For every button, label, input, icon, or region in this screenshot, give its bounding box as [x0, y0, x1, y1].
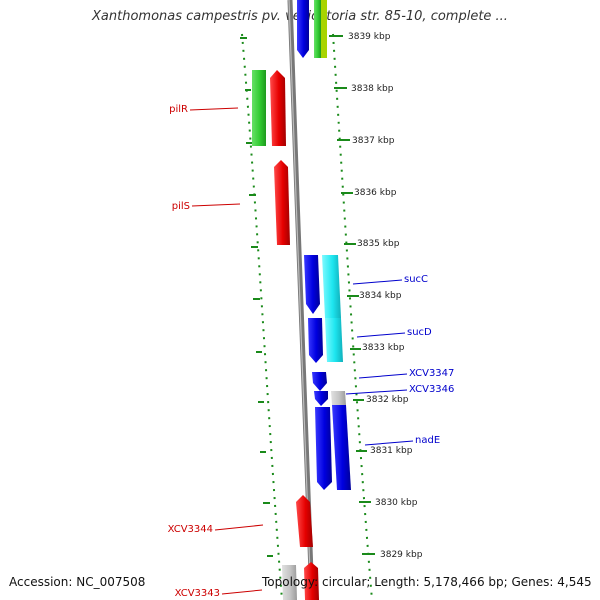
ruler-label: 3831 kbp	[370, 446, 413, 456]
gene-arrow	[282, 565, 297, 600]
gene-arrow	[331, 391, 346, 405]
gene-arrow	[270, 70, 286, 146]
ruler-label: 3836 kbp	[354, 188, 397, 198]
gene-label-XCV3344: XCV3344	[168, 524, 213, 535]
gene-label-XCV3343: XCV3343	[175, 588, 220, 599]
gene-arrow	[296, 495, 313, 547]
gene-arrow	[304, 255, 320, 314]
gene-arrow	[322, 255, 341, 318]
gene-leader-lines	[189, 107, 414, 595]
gene-label-pilS: pilS	[172, 201, 190, 212]
ruler-label: 3829 kbp	[380, 550, 423, 560]
genome-summary-text: Topology: circular; Length: 5,178,466 bp…	[262, 575, 592, 589]
gene-labels: pilR pilS sucC sucD XCV3347 XCV3346 nadE…	[168, 104, 455, 599]
gene-arrow	[314, 391, 328, 406]
ruler-label: 3838 kbp	[351, 84, 394, 94]
accession-text: Accession: NC_007508	[9, 575, 146, 589]
ruler-label: 3837 kbp	[352, 136, 395, 146]
gene-arrow	[312, 372, 327, 391]
ruler-label: 3833 kbp	[362, 343, 405, 353]
ruler-ticks	[240, 35, 375, 557]
gene-arrow	[325, 318, 343, 362]
gene-arrow	[297, 0, 309, 58]
ruler-label: 3834 kbp	[359, 291, 402, 301]
gene-arrow	[304, 562, 319, 600]
gene-arrow	[315, 407, 332, 490]
gene-label-sucC: sucC	[404, 274, 428, 285]
ruler-label: 3835 kbp	[357, 239, 400, 249]
gene-features	[252, 0, 351, 600]
gene-arrow	[314, 0, 321, 58]
ruler-labels: 3839 kbp 3838 kbp 3837 kbp 3836 kbp 3835…	[348, 32, 423, 560]
ruler-label: 3830 kbp	[375, 498, 418, 508]
gene-arrow	[308, 318, 323, 363]
gene-arrow	[321, 0, 327, 58]
gene-arrow	[332, 405, 351, 490]
gene-arrow	[274, 160, 290, 245]
gene-label-XCV3346: XCV3346	[409, 384, 454, 395]
ruler-label: 3839 kbp	[348, 32, 391, 42]
gene-label-XCV3347: XCV3347	[409, 368, 454, 379]
gene-label-sucD: sucD	[407, 327, 432, 338]
gene-label-pilR: pilR	[169, 104, 188, 115]
gene-arrow	[252, 70, 266, 146]
gene-label-nadE: nadE	[415, 435, 440, 446]
ruler-label: 3832 kbp	[366, 395, 409, 405]
